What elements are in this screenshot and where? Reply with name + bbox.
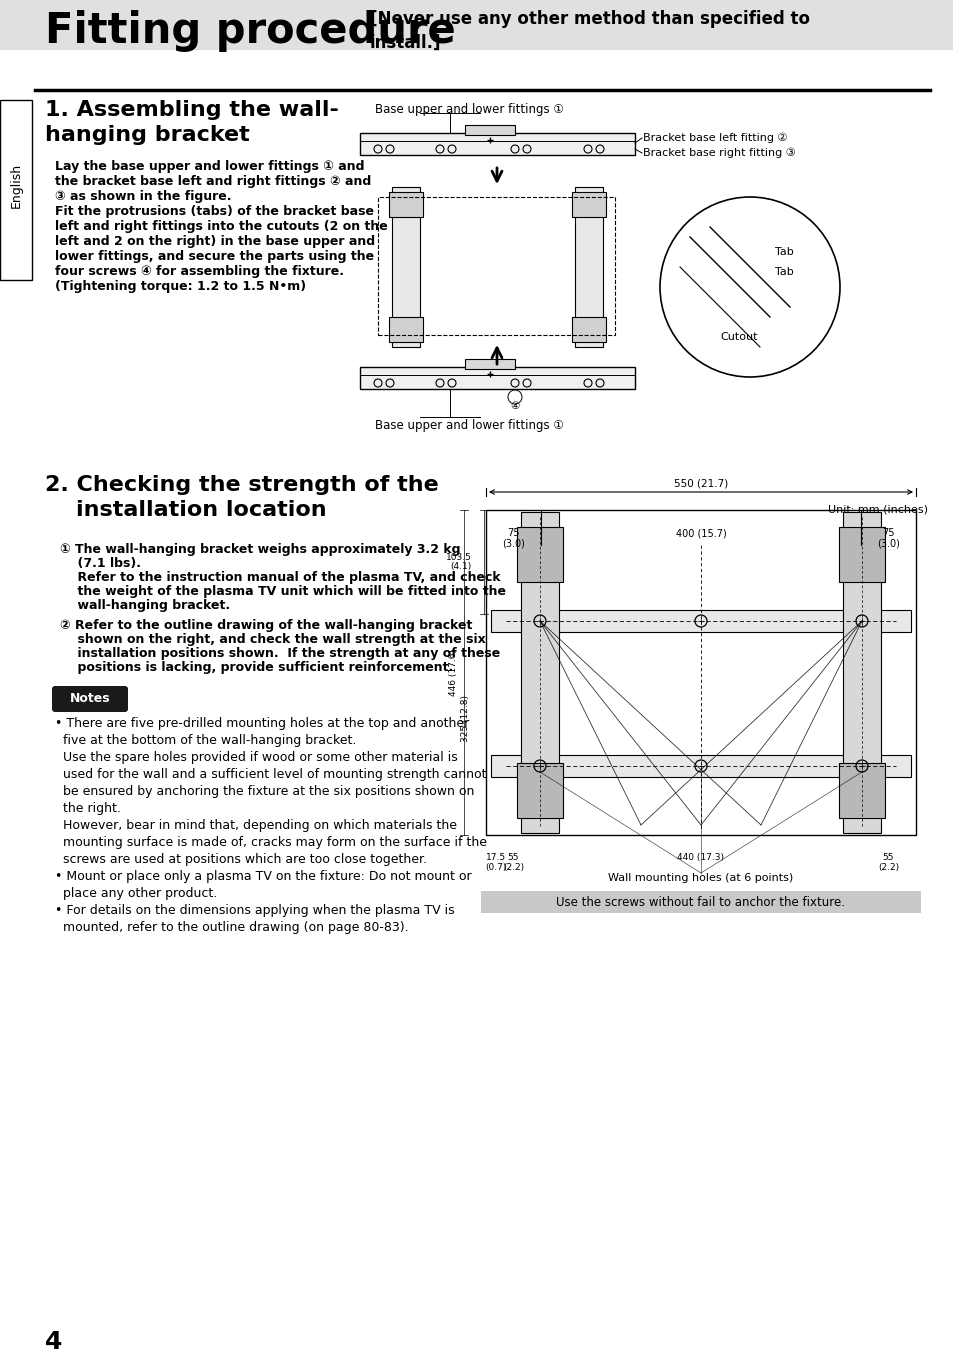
Text: 400 (15.7): 400 (15.7) bbox=[675, 528, 725, 538]
Text: Tab: Tab bbox=[774, 267, 793, 277]
Bar bbox=[520, 512, 558, 834]
Text: 440 (17.3): 440 (17.3) bbox=[677, 852, 723, 862]
Text: Tab: Tab bbox=[774, 247, 793, 257]
FancyBboxPatch shape bbox=[52, 686, 128, 712]
Bar bbox=[392, 186, 419, 347]
Text: ② Refer to the outline drawing of the wall-hanging bracket: ② Refer to the outline drawing of the wa… bbox=[60, 619, 472, 632]
Text: left and 2 on the right) in the base upper and: left and 2 on the right) in the base upp… bbox=[55, 235, 375, 249]
Bar bbox=[491, 755, 910, 777]
Bar bbox=[838, 527, 884, 582]
Text: 325 (12.8): 325 (12.8) bbox=[461, 696, 470, 743]
Text: Unit: mm (inches): Unit: mm (inches) bbox=[827, 505, 927, 515]
Bar bbox=[359, 132, 635, 155]
Text: lower fittings, and secure the parts using the: lower fittings, and secure the parts usi… bbox=[55, 250, 374, 263]
Text: Fit the protrusions (tabs) of the bracket base: Fit the protrusions (tabs) of the bracke… bbox=[55, 205, 374, 218]
Text: • There are five pre-drilled mounting holes at the top and another
  five at the: • There are five pre-drilled mounting ho… bbox=[55, 717, 486, 934]
Bar bbox=[572, 317, 605, 342]
Bar bbox=[517, 527, 562, 582]
Text: ④: ④ bbox=[510, 401, 519, 411]
Text: 1. Assembling the wall-
hanging bracket: 1. Assembling the wall- hanging bracket bbox=[45, 100, 338, 145]
Bar bbox=[389, 192, 422, 218]
Bar bbox=[359, 367, 635, 389]
Text: 2. Checking the strength of the
    installation location: 2. Checking the strength of the installa… bbox=[45, 476, 438, 520]
Text: Bracket base right fitting ③: Bracket base right fitting ③ bbox=[642, 147, 795, 158]
Text: ③ as shown in the figure.: ③ as shown in the figure. bbox=[55, 190, 232, 203]
Text: Base upper and lower fittings ①: Base upper and lower fittings ① bbox=[375, 103, 563, 116]
Bar bbox=[389, 317, 422, 342]
Text: left and right fittings into the cutouts (2 on the: left and right fittings into the cutouts… bbox=[55, 220, 387, 232]
Text: Base upper and lower fittings ①: Base upper and lower fittings ① bbox=[375, 419, 563, 432]
Text: Refer to the instruction manual of the plasma TV, and check: Refer to the instruction manual of the p… bbox=[60, 571, 500, 584]
Text: (7.1 lbs).: (7.1 lbs). bbox=[60, 557, 141, 570]
Bar bbox=[464, 359, 515, 369]
Text: English: English bbox=[10, 162, 23, 208]
Text: 55
(2.2): 55 (2.2) bbox=[877, 852, 898, 871]
Text: [Never use any other method than specified to
install.]: [Never use any other method than specifi… bbox=[370, 9, 809, 51]
Bar bbox=[0, 0, 953, 50]
Text: 75
(3.0): 75 (3.0) bbox=[876, 528, 899, 549]
Text: four screws ④ for assembling the fixture.: four screws ④ for assembling the fixture… bbox=[55, 265, 344, 278]
Bar bbox=[491, 611, 910, 632]
Text: 103.5
(4.1): 103.5 (4.1) bbox=[446, 553, 472, 571]
Bar bbox=[572, 192, 605, 218]
Text: the bracket base left and right fittings ② and: the bracket base left and right fittings… bbox=[55, 176, 371, 188]
Text: ① The wall-hanging bracket weighs approximately 3.2 kg: ① The wall-hanging bracket weighs approx… bbox=[60, 543, 460, 557]
Text: Bracket base left fitting ②: Bracket base left fitting ② bbox=[642, 132, 786, 143]
Text: (Tightening torque: 1.2 to 1.5 N•m): (Tightening torque: 1.2 to 1.5 N•m) bbox=[55, 280, 306, 293]
Bar bbox=[842, 512, 880, 834]
Text: the weight of the plasma TV unit which will be fitted into the: the weight of the plasma TV unit which w… bbox=[60, 585, 505, 598]
Text: positions is lacking, provide sufficient reinforcement.: positions is lacking, provide sufficient… bbox=[60, 661, 453, 674]
Bar bbox=[517, 763, 562, 817]
Text: Lay the base upper and lower fittings ① and: Lay the base upper and lower fittings ① … bbox=[55, 159, 364, 173]
Bar bbox=[480, 892, 920, 913]
Text: Use the screws without fail to anchor the fixture.: Use the screws without fail to anchor th… bbox=[556, 896, 844, 908]
Text: 17.5
(0.7): 17.5 (0.7) bbox=[485, 852, 506, 871]
Text: shown on the right, and check the wall strength at the six: shown on the right, and check the wall s… bbox=[60, 634, 485, 646]
Text: Notes: Notes bbox=[70, 693, 111, 705]
Bar bbox=[377, 197, 615, 335]
Bar bbox=[838, 763, 884, 817]
Bar bbox=[485, 509, 915, 835]
Bar bbox=[0, 100, 32, 280]
Text: Fitting procedure: Fitting procedure bbox=[45, 9, 456, 51]
Bar bbox=[464, 126, 515, 135]
Text: 4: 4 bbox=[45, 1329, 62, 1351]
Text: 55
(2.2): 55 (2.2) bbox=[502, 852, 523, 871]
Text: 75
(3.0): 75 (3.0) bbox=[501, 528, 524, 549]
Text: Wall mounting holes (at 6 points): Wall mounting holes (at 6 points) bbox=[608, 873, 793, 884]
Text: 446 (17.6): 446 (17.6) bbox=[449, 648, 458, 696]
Text: wall-hanging bracket.: wall-hanging bracket. bbox=[60, 598, 230, 612]
Bar bbox=[575, 186, 602, 347]
Text: 550 (21.7): 550 (21.7) bbox=[673, 478, 727, 488]
Text: Cutout: Cutout bbox=[720, 332, 757, 342]
Text: installation positions shown.  If the strength at any of these: installation positions shown. If the str… bbox=[60, 647, 499, 661]
